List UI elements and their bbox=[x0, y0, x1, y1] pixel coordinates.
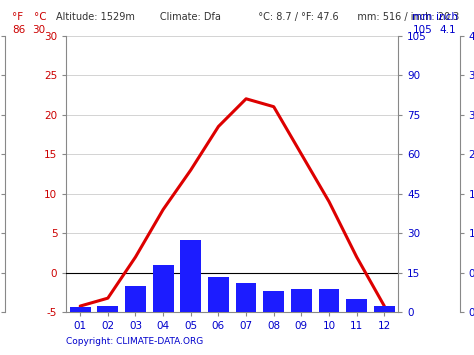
Bar bbox=[264, 291, 284, 312]
Text: 86: 86 bbox=[12, 25, 25, 35]
Text: 105: 105 bbox=[412, 25, 432, 35]
Text: Altitude: 1529m        Climate: Dfa            °C: 8.7 / °F: 47.6      mm: 516 /: Altitude: 1529m Climate: Dfa °C: 8.7 / °… bbox=[56, 12, 459, 22]
Bar bbox=[319, 289, 339, 312]
Text: Copyright: CLIMATE-DATA.ORG: Copyright: CLIMATE-DATA.ORG bbox=[66, 337, 204, 346]
Bar bbox=[236, 283, 256, 312]
Text: mm: mm bbox=[412, 12, 433, 22]
Text: 30: 30 bbox=[32, 25, 46, 35]
Bar bbox=[291, 289, 312, 312]
Text: 4.1: 4.1 bbox=[440, 25, 456, 35]
Bar bbox=[153, 265, 173, 312]
Bar bbox=[181, 240, 201, 312]
Text: inch: inch bbox=[436, 12, 458, 22]
Bar bbox=[125, 286, 146, 312]
Bar bbox=[374, 306, 395, 312]
Bar bbox=[70, 307, 91, 312]
Bar bbox=[208, 277, 229, 312]
Text: °C: °C bbox=[34, 12, 47, 22]
Text: °F: °F bbox=[12, 12, 23, 22]
Bar bbox=[98, 306, 118, 312]
Bar bbox=[346, 299, 367, 312]
